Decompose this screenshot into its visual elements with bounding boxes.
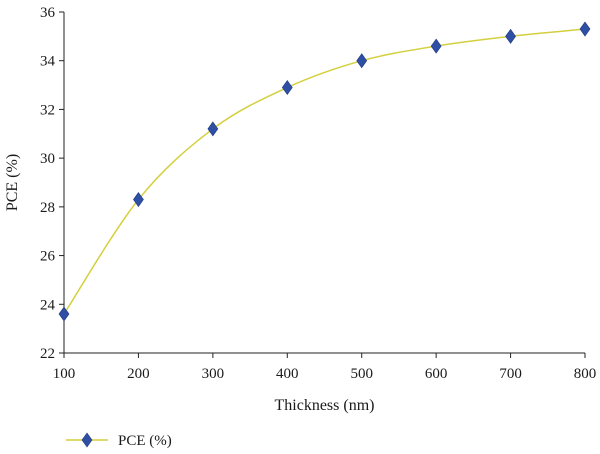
data-point-marker bbox=[356, 53, 368, 69]
y-tick-label: 36 bbox=[40, 5, 56, 21]
plot-area bbox=[58, 21, 591, 322]
y-tick-label: 30 bbox=[40, 151, 55, 167]
x-tick-label: 500 bbox=[350, 366, 373, 382]
series-line bbox=[63, 28, 586, 315]
x-tick-label: 600 bbox=[425, 366, 448, 382]
y-tick-label: 26 bbox=[40, 249, 56, 265]
data-point-marker bbox=[579, 21, 591, 37]
x-axis-ticks: 100 200 300 400 500 600 700 800 bbox=[53, 353, 597, 382]
y-tick-label: 34 bbox=[40, 54, 56, 70]
x-tick-label: 300 bbox=[202, 366, 225, 382]
x-tick-label: 800 bbox=[574, 366, 597, 382]
data-point-marker bbox=[430, 38, 442, 54]
x-tick-label: 200 bbox=[127, 366, 150, 382]
legend-diamond-marker bbox=[81, 432, 93, 448]
y-axis-title: PCE (%) bbox=[4, 154, 21, 211]
y-tick-label: 32 bbox=[40, 102, 55, 118]
y-axis-ticks: 22 24 26 28 30 32 34 36 bbox=[40, 5, 64, 362]
y-tick-label: 24 bbox=[40, 297, 56, 313]
x-tick-label: 100 bbox=[53, 366, 76, 382]
axes bbox=[63, 12, 585, 354]
x-axis-title: Thickness (nm) bbox=[275, 397, 375, 414]
data-point-marker bbox=[207, 121, 219, 137]
data-point-marker bbox=[505, 28, 516, 44]
x-tick-label: 400 bbox=[276, 366, 299, 382]
data-point-marker bbox=[133, 192, 144, 208]
y-tick-label: 22 bbox=[40, 346, 55, 362]
legend: PCE (%) bbox=[66, 432, 172, 449]
legend-label: PCE (%) bbox=[118, 433, 172, 449]
x-tick-label: 700 bbox=[499, 366, 522, 382]
data-point-marker bbox=[58, 306, 70, 322]
data-point-marker bbox=[281, 79, 293, 96]
y-tick-label: 28 bbox=[40, 200, 55, 216]
